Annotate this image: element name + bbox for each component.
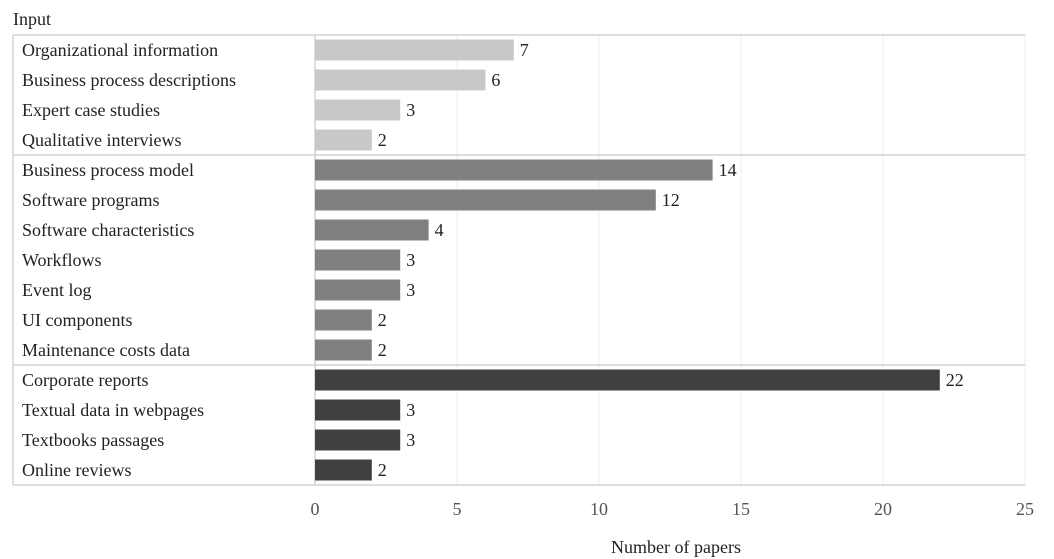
data-label: 12 (662, 190, 680, 210)
bar (315, 429, 401, 451)
data-label: 3 (406, 430, 415, 450)
data-label: 3 (406, 280, 415, 300)
bar (315, 369, 940, 391)
x-tick-label: 15 (732, 499, 750, 519)
data-label: 2 (378, 130, 387, 150)
data-label: 2 (378, 340, 387, 360)
data-label: 3 (406, 250, 415, 270)
data-label: 7 (520, 40, 529, 60)
category-label: Software programs (22, 190, 159, 210)
category-label: Business process model (22, 160, 194, 180)
category-label: UI components (22, 310, 132, 330)
data-label: 6 (491, 70, 500, 90)
bar (315, 99, 401, 121)
bar (315, 219, 429, 241)
category-label: Textbooks passages (22, 430, 164, 450)
x-axis-label: Number of papers (611, 537, 741, 557)
category-label: Workflows (22, 250, 102, 270)
category-label: Event log (22, 280, 92, 300)
x-tick-label: 25 (1016, 499, 1034, 519)
grid-lines (314, 35, 1026, 485)
bar (315, 39, 514, 61)
data-label: 3 (406, 400, 415, 420)
x-tick-label: 20 (874, 499, 892, 519)
bar (315, 339, 372, 361)
bar (315, 309, 372, 331)
bar (315, 459, 372, 481)
x-tick-label: 10 (590, 499, 608, 519)
x-tick-label: 5 (453, 499, 462, 519)
data-label: 2 (378, 310, 387, 330)
column-header: Input (13, 9, 51, 29)
bars: Organizational information 7 Business proc… (22, 39, 964, 481)
category-label: Expert case studies (22, 100, 160, 120)
data-label: 22 (946, 370, 964, 390)
bar (315, 69, 486, 91)
x-tick-label: 0 (311, 499, 320, 519)
bar (315, 129, 372, 151)
bar (315, 249, 401, 271)
category-label: Corporate reports (22, 370, 148, 390)
bar (315, 279, 401, 301)
data-label: 14 (719, 160, 737, 180)
category-label: Software characteristics (22, 220, 194, 240)
bar (315, 189, 656, 211)
category-label: Online reviews (22, 460, 131, 480)
category-label: Textual data in webpages (22, 400, 204, 420)
data-label: 3 (406, 100, 415, 120)
bar (315, 159, 713, 181)
category-label: Maintenance costs data (22, 340, 190, 360)
category-label: Organizational information (22, 40, 218, 60)
data-label: 4 (435, 220, 444, 240)
x-axis: 0 5 10 15 20 25 (311, 499, 1035, 519)
data-label: 2 (378, 460, 387, 480)
bar (315, 399, 401, 421)
category-label: Qualitative interviews (22, 130, 181, 150)
category-label: Business process descriptions (22, 70, 236, 90)
label-frame (12, 34, 1025, 486)
